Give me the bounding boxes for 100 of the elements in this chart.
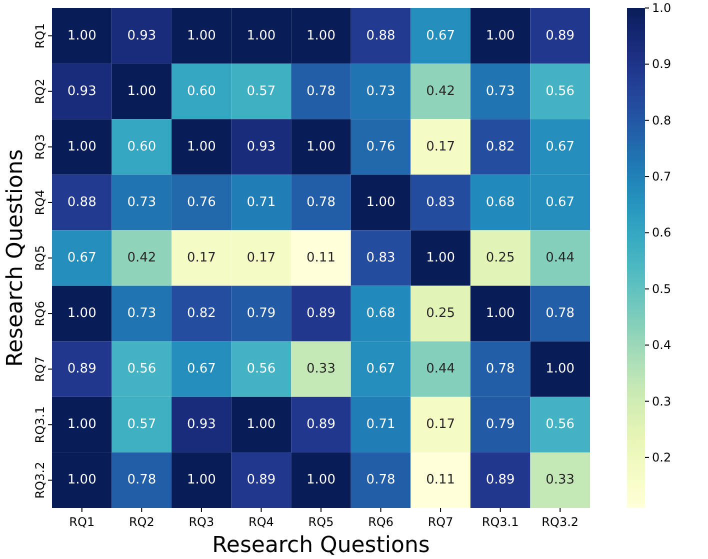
data-label: 0.42 [426, 84, 456, 99]
data-label: 0.88 [366, 28, 396, 44]
data-label: 0.60 [186, 84, 216, 99]
color-bar-label: 0.5 [652, 282, 672, 296]
data-label: 0.11 [306, 250, 336, 266]
data-label: 1.00 [186, 472, 216, 488]
data-label: 0.57 [246, 84, 276, 99]
y-tick-label: RQ4 [33, 190, 47, 216]
data-label: 0.76 [186, 194, 216, 210]
data-label: 1.00 [186, 139, 216, 154]
data-label: 0.79 [486, 417, 515, 432]
data-label: 1.00 [426, 250, 456, 266]
data-label: 0.93 [127, 28, 156, 44]
data-label: 0.25 [486, 250, 515, 266]
color-bar-label: 0.3 [652, 394, 672, 408]
data-label: 1.00 [546, 362, 575, 377]
x-tick-label: RQ4 [248, 515, 274, 529]
data-label: 0.56 [127, 362, 156, 377]
data-label: 1.00 [67, 472, 96, 488]
data-label: 0.71 [246, 194, 276, 210]
data-label: 0.67 [546, 139, 575, 154]
data-label: 0.82 [486, 139, 515, 154]
color-bar-label: 0.6 [652, 226, 672, 240]
data-label: 0.67 [366, 362, 396, 377]
y-tick-label: RQ1 [33, 23, 47, 48]
y-tick-label: RQ3 [33, 134, 47, 160]
data-label: 0.56 [546, 417, 575, 432]
data-label: 0.44 [546, 250, 575, 266]
data-label: 1.00 [486, 28, 515, 44]
data-label: 0.93 [186, 417, 216, 432]
data-label: 0.67 [426, 28, 456, 44]
data-label: 1.00 [67, 139, 96, 154]
data-label: 0.78 [306, 194, 336, 210]
data-label: 0.17 [186, 250, 216, 266]
data-label: 0.83 [366, 250, 396, 266]
x-tick-label: RQ5 [308, 515, 334, 529]
data-label: 0.76 [366, 139, 396, 154]
data-label: 0.73 [366, 84, 396, 99]
color-bar-label: 0.2 [652, 450, 672, 464]
data-label: 0.79 [246, 306, 276, 322]
data-label: 0.17 [426, 417, 456, 432]
x-tick-label: RQ7 [428, 515, 454, 529]
data-label: 0.78 [486, 362, 515, 377]
data-label: 0.67 [67, 250, 96, 266]
data-label: 0.42 [127, 250, 156, 266]
data-label: 0.25 [426, 306, 456, 322]
data-label: 0.89 [306, 306, 336, 322]
data-label: 1.00 [306, 472, 336, 488]
data-label: 0.89 [486, 472, 515, 488]
data-label: 0.33 [546, 472, 575, 488]
data-label: 0.89 [306, 417, 336, 432]
data-label: 0.89 [546, 28, 575, 44]
x-tick-label: RQ2 [128, 515, 154, 529]
data-label: 0.78 [306, 84, 336, 99]
data-label: 1.00 [67, 417, 96, 432]
color-bar-label: 0.8 [652, 113, 672, 128]
data-label: 1.00 [366, 194, 396, 210]
y-tick-label: RQ7 [33, 356, 47, 382]
data-label: 0.88 [67, 194, 96, 210]
y-axis-title: Research Questions [3, 149, 28, 367]
data-label: 1.00 [486, 306, 515, 322]
data-label: 0.82 [186, 306, 216, 322]
x-tick-label: RQ1 [69, 515, 95, 529]
data-label: 1.00 [306, 139, 336, 154]
data-label: 0.89 [67, 362, 96, 377]
x-tick-label: RQ3.2 [542, 515, 579, 529]
color-bar-label: 0.7 [652, 170, 672, 184]
data-label: 0.93 [246, 139, 276, 154]
data-label: 0.68 [486, 194, 515, 210]
data-label: 1.00 [127, 84, 156, 99]
data-label: 0.78 [546, 306, 575, 322]
data-label: 0.60 [127, 139, 156, 154]
data-label: 1.00 [306, 28, 336, 44]
data-label: 0.56 [546, 84, 575, 99]
x-tick-label: RQ3 [188, 515, 214, 529]
y-tick-label: RQ2 [33, 78, 47, 104]
data-label: 0.57 [127, 417, 156, 432]
data-label: 1.00 [246, 417, 276, 432]
y-tick-label: RQ3.2 [33, 462, 47, 499]
data-label: 1.00 [67, 28, 96, 44]
data-label: 0.17 [246, 250, 276, 266]
data-label: 1.00 [246, 28, 276, 44]
data-label: 0.83 [426, 194, 456, 210]
data-label: 0.93 [67, 84, 96, 99]
data-label: 0.11 [426, 472, 456, 488]
x-tick-label: RQ3.1 [482, 515, 519, 529]
data-label: 0.73 [127, 194, 156, 210]
data-label: 0.73 [127, 306, 156, 322]
data-label: 0.67 [186, 362, 216, 377]
color-bar-label: 0.4 [652, 338, 672, 352]
color-bar-label: 0.9 [652, 57, 672, 72]
data-label: 0.33 [306, 362, 336, 377]
y-tick-label: RQ3.1 [33, 406, 47, 444]
data-label: 0.78 [366, 472, 396, 488]
data-label: 0.68 [366, 306, 396, 322]
data-label: 0.71 [366, 417, 396, 432]
data-label: 0.67 [546, 194, 575, 210]
x-tick-label: RQ6 [368, 515, 394, 529]
data-label: 0.56 [246, 362, 276, 377]
x-axis-title: Research Questions [212, 533, 430, 558]
